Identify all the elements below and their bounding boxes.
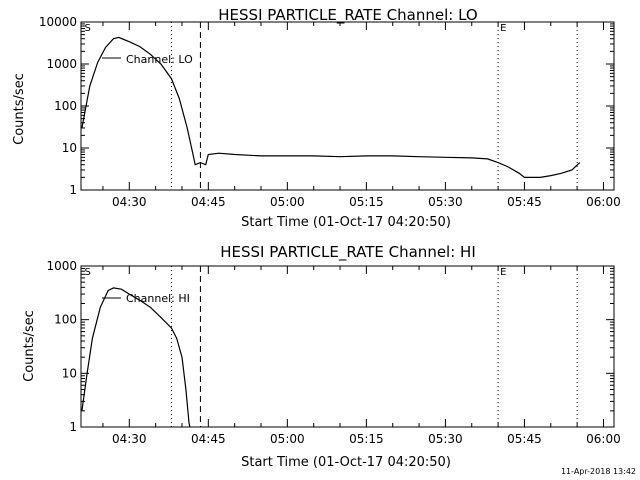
lo-y-tick-label: 10 xyxy=(62,141,77,155)
lo-x-tick-label: 05:45 xyxy=(507,195,542,209)
hi-x-tick-label: 06:00 xyxy=(586,432,621,446)
hi-y-tick-label: 1000 xyxy=(46,259,77,273)
generation-timestamp: 11-Apr-2018 13:42 xyxy=(561,467,636,476)
hi-time-marker-label: E xyxy=(500,267,506,278)
lo-rate-line xyxy=(81,36,581,178)
lo-plot-frame xyxy=(80,21,615,191)
lo-x-tick-label: 05:15 xyxy=(349,195,384,209)
hi-x-tick-label: 04:30 xyxy=(112,432,147,446)
hi-time-marker-label: S xyxy=(85,267,91,278)
hi-chart-title: HESSI PARTICLE_RATE Channel: HI xyxy=(220,243,476,262)
hi-channel-panel: HESSI PARTICLE_RATE Channel: HI Counts/s… xyxy=(22,243,621,470)
hi-plot-frame xyxy=(80,265,615,428)
lo-time-marker-label: S xyxy=(85,23,91,34)
hi-y-tick-label: 1 xyxy=(69,420,77,434)
hi-y-tick-label: 10 xyxy=(62,366,77,380)
lo-x-tick-label: 04:45 xyxy=(191,195,226,209)
hi-x-tick-label: 05:30 xyxy=(428,432,463,446)
lo-channel-panel: HESSI PARTICLE_RATE Channel: LO Counts/s… xyxy=(12,6,621,230)
hi-x-axis-label: Start Time (01-Oct-17 04:20:50) xyxy=(241,455,451,470)
lo-y-tick-label: 1 xyxy=(69,183,77,197)
hi-x-tick-label: 05:15 xyxy=(349,432,384,446)
hi-x-tick-label: 05:00 xyxy=(270,432,305,446)
lo-x-tick-label: 05:30 xyxy=(428,195,463,209)
hi-x-tick-label: 04:45 xyxy=(191,432,226,446)
lo-x-tick-label: 06:00 xyxy=(586,195,621,209)
lo-y-tick-label: 100 xyxy=(54,99,77,113)
lo-chart-title: HESSI PARTICLE_RATE Channel: LO xyxy=(218,6,477,25)
hi-rate-line xyxy=(81,287,191,428)
lo-x-tick-label: 04:30 xyxy=(112,195,147,209)
hi-y-axis-label: Counts/sec xyxy=(22,310,37,382)
hi-y-tick-label: 100 xyxy=(54,313,77,327)
lo-time-marker-label: E xyxy=(500,23,506,34)
lo-x-tick-label: 05:00 xyxy=(270,195,305,209)
lo-legend-label: Channel: LO xyxy=(126,53,193,66)
lo-y-tick-label: 1000 xyxy=(46,57,77,71)
lo-y-tick-label: 10000 xyxy=(39,15,77,29)
hi-x-tick-label: 05:45 xyxy=(507,432,542,446)
lo-x-axis-label: Start Time (01-Oct-17 04:20:50) xyxy=(241,215,451,230)
lo-y-axis-label: Counts/sec xyxy=(12,73,27,145)
